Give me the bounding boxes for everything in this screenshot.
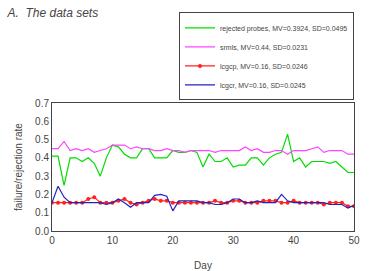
svg-text:lcgcr, MV=0.16, SD=0.0245: lcgcr, MV=0.16, SD=0.0245 bbox=[220, 82, 306, 90]
svg-text:0.0: 0.0 bbox=[35, 226, 49, 237]
svg-text:0: 0 bbox=[49, 235, 55, 246]
svg-text:lcgcp, MV=0.16, SD=0.0246: lcgcp, MV=0.16, SD=0.0246 bbox=[220, 63, 308, 71]
svg-text:Day: Day bbox=[194, 260, 212, 271]
svg-text:0.5: 0.5 bbox=[35, 134, 49, 145]
svg-text:0.1: 0.1 bbox=[35, 207, 49, 218]
svg-text:0.2: 0.2 bbox=[35, 189, 49, 200]
svg-text:10: 10 bbox=[107, 235, 119, 246]
svg-text:30: 30 bbox=[228, 235, 240, 246]
svg-text:0.4: 0.4 bbox=[35, 152, 49, 163]
svg-text:srmls, MV=0.44, SD=0.0231: srmls, MV=0.44, SD=0.0231 bbox=[220, 44, 308, 51]
svg-text:0.6: 0.6 bbox=[35, 116, 49, 127]
svg-text:failure/rejection rate: failure/rejection rate bbox=[13, 123, 24, 211]
svg-text:50: 50 bbox=[348, 235, 360, 246]
svg-text:A. The data sets: A. The data sets bbox=[6, 6, 98, 20]
svg-text:40: 40 bbox=[288, 235, 300, 246]
svg-text:0.3: 0.3 bbox=[35, 171, 49, 182]
svg-text:0.7: 0.7 bbox=[35, 98, 49, 109]
svg-text:20: 20 bbox=[167, 235, 179, 246]
svg-text:rejected probes, MV=0.3924, SD: rejected probes, MV=0.3924, SD=0.0495 bbox=[220, 25, 347, 33]
